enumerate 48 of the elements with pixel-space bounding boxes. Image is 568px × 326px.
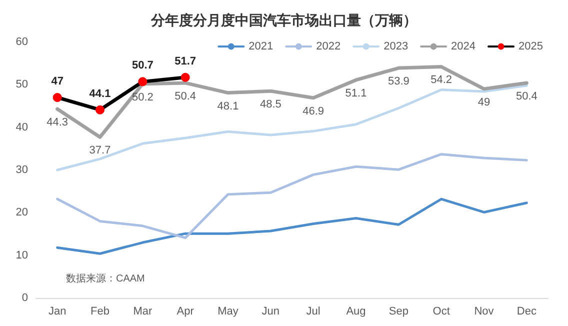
x-tick-label: Oct <box>432 306 450 318</box>
x-tick-label: Jun <box>262 306 280 318</box>
line-series <box>56 198 528 255</box>
y-tick-label: 40 <box>16 121 28 134</box>
x-tick-label: Feb <box>90 306 110 318</box>
legend-label: 2025 <box>518 40 544 52</box>
x-tick-label: Nov <box>474 306 494 318</box>
y-tick-label: 20 <box>16 206 28 219</box>
data-label: 50.2 <box>132 91 154 104</box>
data-label: 54.2 <box>430 74 452 86</box>
data-label: 50.4 <box>516 90 538 102</box>
data-label: 47 <box>51 75 64 88</box>
point <box>138 77 148 86</box>
data-label: 49 <box>478 96 490 108</box>
legend-label: 2024 <box>451 40 476 52</box>
point <box>52 92 62 102</box>
x-tick-label: Jan <box>48 306 66 318</box>
data-label: 48.1 <box>217 100 239 112</box>
y-tick-label: 0 <box>22 292 28 304</box>
data-label: 51.1 <box>345 87 367 100</box>
legend-label: 2023 <box>384 40 408 52</box>
y-tick-label: 30 <box>16 164 28 176</box>
data-label: 53.9 <box>388 76 410 88</box>
data-label: 44.1 <box>89 88 111 100</box>
x-tick-label: Mar <box>133 306 152 318</box>
data-label: 50.7 <box>132 60 154 72</box>
x-tick-label: Apr <box>176 306 194 318</box>
legend-label: 2021 <box>248 40 274 52</box>
line-series <box>56 152 528 240</box>
x-tick-label: Dec <box>516 306 537 318</box>
data-label: 37.7 <box>89 144 111 157</box>
y-tick-label: 60 <box>16 36 28 48</box>
x-tick-label: Aug <box>346 306 366 318</box>
y-tick-label: 50 <box>16 78 28 91</box>
chart-title: 分年度分月度中国汽车市场出口量（万辆） <box>150 12 417 28</box>
legend-label: 2022 <box>316 40 341 52</box>
x-tick-label: Jul <box>306 306 320 318</box>
data-label: 48.5 <box>260 98 282 111</box>
data-label: 44.3 <box>46 116 68 128</box>
x-tick-label: Sep <box>388 306 408 318</box>
point <box>96 105 104 114</box>
point <box>180 72 190 82</box>
data-label: 51.7 <box>174 55 196 68</box>
x-tick-label: May <box>218 306 239 318</box>
data-label: 50.4 <box>174 90 196 102</box>
data-label: 46.9 <box>302 105 324 118</box>
annotation: 数据来源：CAAM <box>66 272 145 284</box>
y-tick-label: 10 <box>16 249 28 262</box>
